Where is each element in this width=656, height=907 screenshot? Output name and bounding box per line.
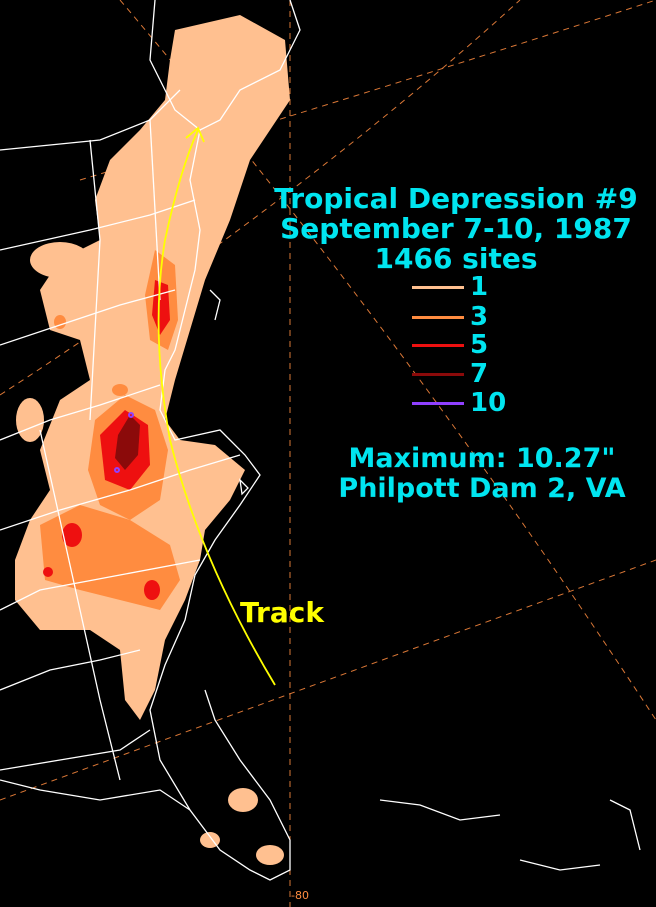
rainfall-7in-area: [115, 415, 140, 470]
maximum-location: Philpott Dam 2, VA: [338, 473, 626, 504]
legend-swatch-7: [412, 372, 464, 376]
maximum-value: Maximum: 10.27": [348, 443, 616, 474]
legend-swatch-10: [412, 401, 464, 405]
map-title: Tropical Depression #9: [274, 182, 638, 215]
track-label: Track: [240, 596, 324, 629]
legend-label-1: 1: [470, 272, 489, 302]
state-borders: [0, 0, 641, 881]
legend-item-10: 10: [412, 388, 506, 418]
legend-label-5: 5: [470, 330, 489, 360]
legend-item-3: 3: [412, 302, 488, 332]
legend-label-3: 3: [470, 302, 489, 332]
rainfall-10in-contour: [114, 412, 134, 473]
legend-item-5: 5: [412, 330, 488, 360]
longitude-label: -80: [291, 889, 309, 902]
legend-item-7: 7: [412, 359, 488, 389]
legend-swatch-1: [412, 285, 464, 289]
track-arrowhead: [185, 126, 205, 143]
legend-swatch-5: [412, 343, 464, 347]
storm-track: [157, 129, 276, 686]
map-date-range: September 7-10, 1987: [280, 212, 632, 245]
legend-item-1: 1: [412, 272, 488, 302]
legend-label-7: 7: [470, 359, 489, 389]
site-count: 1466 sites: [374, 242, 538, 275]
legend-label-10: 10: [470, 388, 507, 418]
legend-swatch-3: [412, 315, 464, 319]
